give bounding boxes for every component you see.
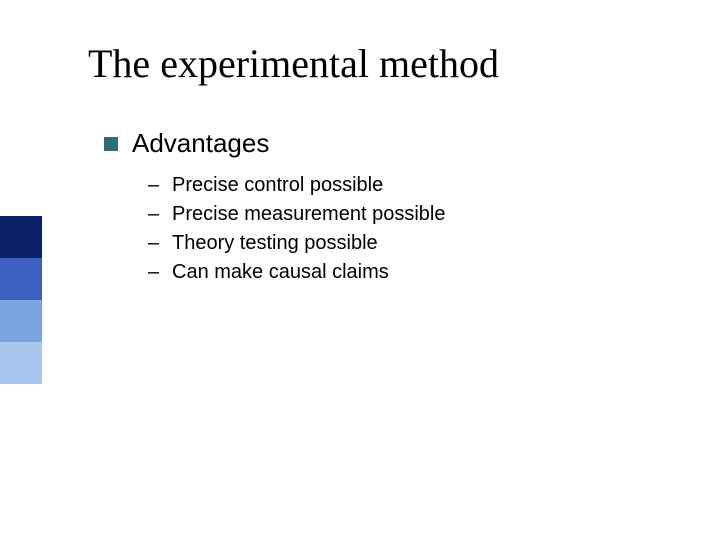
level1-item: Advantages bbox=[104, 128, 269, 159]
sub-item: – Precise measurement possible bbox=[148, 201, 445, 228]
square-bullet-icon bbox=[104, 137, 118, 151]
sidebar-block-1 bbox=[0, 216, 42, 258]
dash-icon: – bbox=[148, 172, 160, 199]
sidebar-block-2 bbox=[0, 258, 42, 300]
dash-icon: – bbox=[148, 201, 160, 228]
sub-item: – Can make causal claims bbox=[148, 259, 445, 286]
sub-item-text: Theory testing possible bbox=[172, 230, 378, 257]
sub-item-text: Precise measurement possible bbox=[172, 201, 445, 228]
sidebar-block-4 bbox=[0, 342, 42, 384]
sub-item-text: Can make causal claims bbox=[172, 259, 389, 286]
slide-title: The experimental method bbox=[88, 40, 499, 87]
dash-icon: – bbox=[148, 230, 160, 257]
sub-item: – Precise control possible bbox=[148, 172, 445, 199]
level1-label: Advantages bbox=[132, 128, 269, 159]
dash-icon: – bbox=[148, 259, 160, 286]
sub-item-text: Precise control possible bbox=[172, 172, 383, 199]
slide: The experimental method Advantages – Pre… bbox=[0, 0, 720, 540]
sub-item: – Theory testing possible bbox=[148, 230, 445, 257]
sublist: – Precise control possible – Precise mea… bbox=[148, 172, 445, 288]
sidebar-block-3 bbox=[0, 300, 42, 342]
sidebar-accent bbox=[0, 216, 42, 384]
